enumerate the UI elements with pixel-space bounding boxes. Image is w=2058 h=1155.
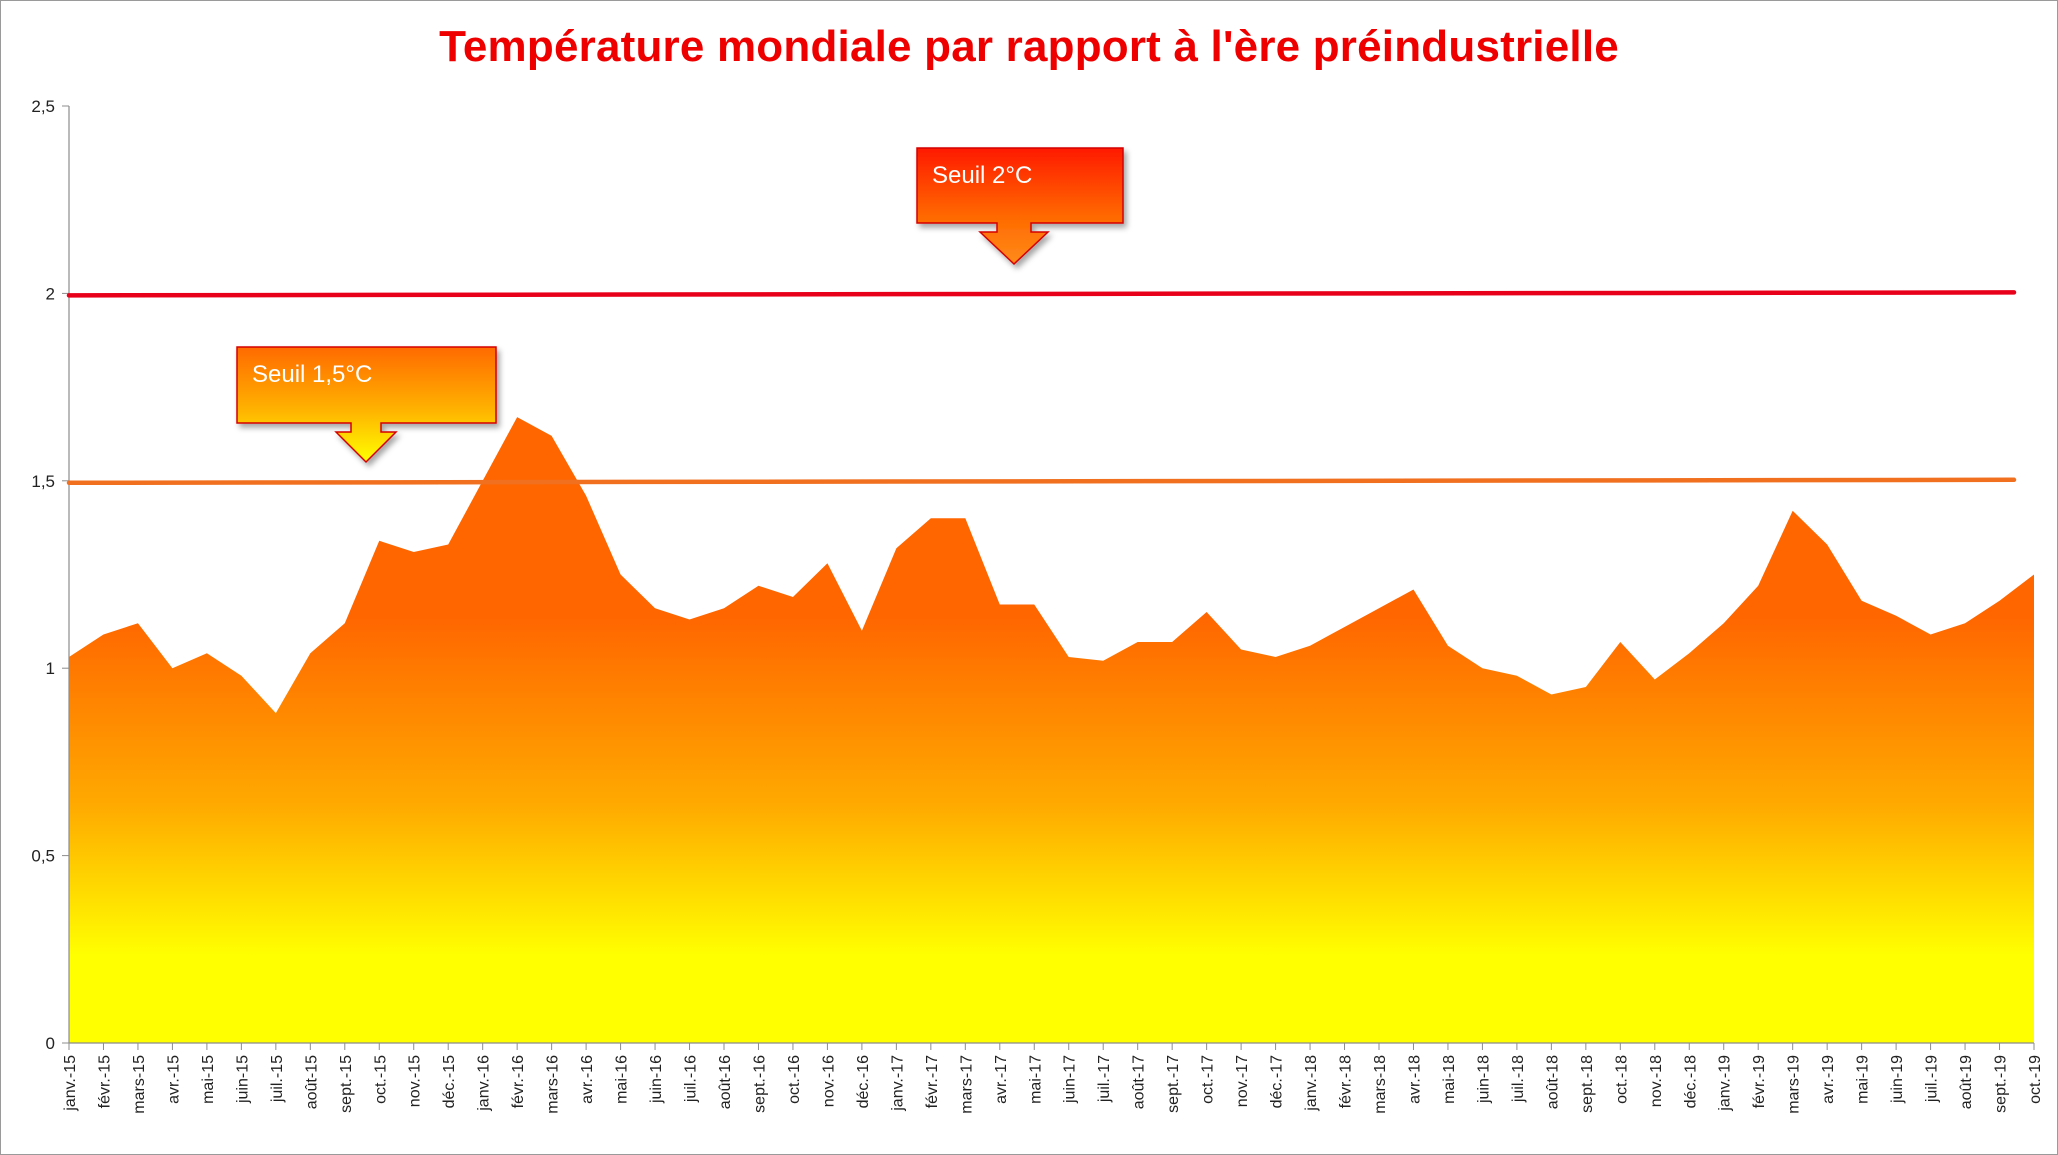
y-tick-label: 1,5 [31,472,55,491]
threshold-line-1-5c [66,477,2017,486]
x-tick-label: mai-16 [614,1055,631,1104]
x-tick-label: avr.-18 [1406,1055,1423,1104]
x-tick-label: oct.-19 [2027,1055,2044,1104]
x-tick-label: sept.-16 [751,1055,768,1113]
x-tick-label: déc.-16 [855,1055,872,1108]
x-tick-label: mai-18 [1441,1055,1458,1104]
x-tick-label: oct.-17 [1200,1055,1217,1104]
x-tick-label: nov.-17 [1234,1055,1251,1107]
threshold-line-2c [66,290,2017,298]
y-tick-label: 0,5 [31,847,55,866]
x-tick-label: déc.-18 [1682,1055,1699,1108]
x-tick-label: avr.-16 [579,1055,596,1104]
x-tick-label: juil.-16 [683,1055,700,1103]
x-tick-label: mars-19 [1786,1055,1803,1114]
x-tick-label: nov.-16 [820,1055,837,1107]
x-tick-label: mai-17 [1027,1055,1044,1104]
y-tick-label: 2 [46,284,55,303]
x-tick-label: févr.-18 [1338,1055,1355,1108]
x-tick-label: août-18 [1544,1055,1561,1109]
x-tick-label: sept.-15 [338,1055,355,1113]
x-tick-label: nov.-15 [407,1055,424,1107]
x-tick-label: mars-17 [958,1055,975,1114]
x-tick-label: juin-18 [1475,1055,1492,1104]
x-tick-label: janv.-18 [1303,1055,1320,1112]
x-tick-label: déc.-15 [441,1055,458,1108]
x-tick-label: juin-19 [1889,1055,1906,1104]
x-tick-label: janv.-15 [62,1055,79,1112]
x-tick-label: janv.-17 [889,1055,906,1112]
x-tick-label: juin-17 [1062,1055,1079,1104]
x-tick-label: oct.-16 [786,1055,803,1104]
x-tick-label: mars-15 [131,1055,148,1114]
x-tick-label: févr.-15 [96,1055,113,1108]
x-tick-label: oct.-18 [1613,1055,1630,1104]
callout-box [916,147,1124,266]
x-tick-label: févr.-19 [1751,1055,1768,1108]
x-tick-label: juin-16 [648,1055,665,1104]
x-tick-label: févr.-17 [924,1055,941,1108]
x-tick-label: sept.-18 [1579,1055,1596,1113]
x-tick-label: sept.-19 [1993,1055,2010,1113]
callout-seuil-2c: Seuil 2°C [916,147,1124,266]
x-tick-label: mai-15 [200,1055,217,1104]
x-tick-label: août-17 [1131,1055,1148,1109]
x-tick-label: juil.-15 [269,1055,286,1103]
callout-label: Seuil 1,5°C [252,361,372,388]
callout-label: Seuil 2°C [932,162,1032,189]
x-tick-label: sept.-17 [1165,1055,1182,1113]
x-tick-label: juil.-19 [1924,1055,1941,1103]
y-tick-label: 2,5 [31,97,55,116]
x-tick-label: janv.-16 [476,1055,493,1112]
x-tick-label: août-16 [717,1055,734,1109]
x-tick-label: févr.-16 [510,1055,527,1108]
x-tick-label: avr.-15 [165,1055,182,1104]
x-tick-label: juin-15 [234,1055,251,1104]
x-tick-label: avr.-19 [1820,1055,1837,1104]
x-tick-label: oct.-15 [372,1055,389,1104]
callout-seuil-1-5c: Seuil 1,5°C [236,346,497,464]
x-tick-label: nov.-18 [1648,1055,1665,1107]
x-tick-label: août-15 [303,1055,320,1109]
x-tick-label: juil.-18 [1510,1055,1527,1103]
callout-box [236,346,497,464]
x-tick-label: déc.-17 [1269,1055,1286,1108]
x-tick-label: juil.-17 [1096,1055,1113,1103]
x-tick-label: janv.-19 [1717,1055,1734,1112]
chart-title: Température mondiale par rapport à l'ère… [439,22,1619,71]
temperature-area-series [69,417,2034,1044]
y-tick-label: 0 [46,1034,55,1053]
x-tick-label: août-19 [1958,1055,1975,1109]
x-tick-label: avr.-17 [993,1055,1010,1104]
y-tick-label: 1 [46,659,55,678]
x-tick-label: mars-16 [545,1055,562,1114]
x-tick-label: mars-18 [1372,1055,1389,1114]
x-tick-label: mai-19 [1855,1055,1872,1104]
